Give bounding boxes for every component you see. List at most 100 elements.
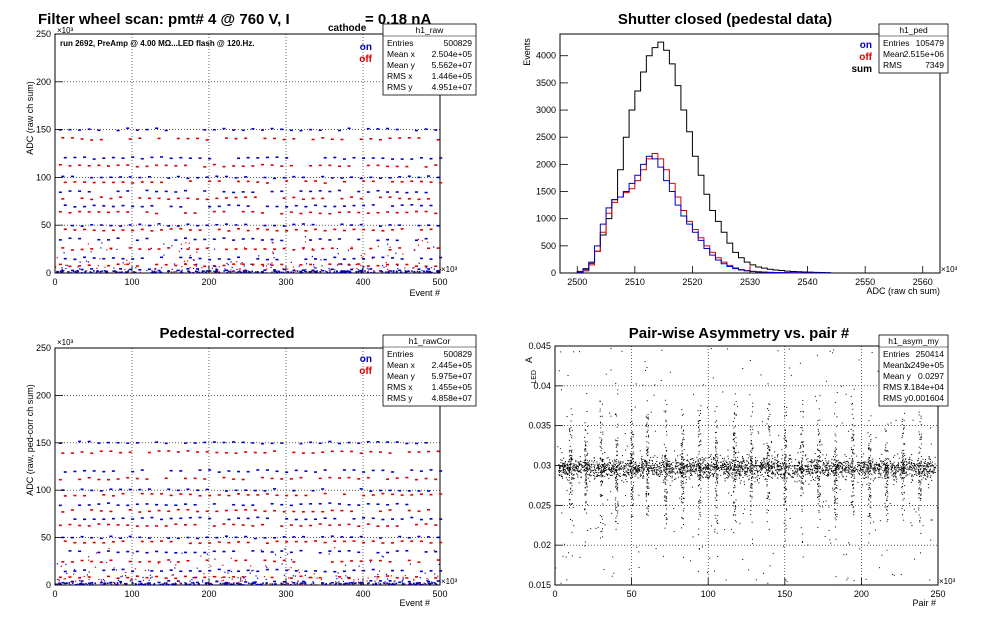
data-point	[257, 577, 259, 579]
y-tick-label: 200	[36, 77, 51, 87]
data-point	[285, 494, 289, 497]
data-point	[193, 504, 197, 506]
data-point	[749, 466, 751, 468]
data-point	[776, 459, 778, 461]
legend-entry-off: off	[859, 52, 872, 63]
data-point	[681, 456, 683, 458]
data-point	[388, 249, 392, 251]
data-point	[439, 256, 443, 259]
data-point	[857, 461, 859, 463]
data-point	[275, 205, 279, 208]
data-point	[574, 469, 576, 471]
data-point	[913, 464, 915, 466]
data-point	[371, 256, 375, 259]
data-point	[366, 476, 370, 479]
data-point	[569, 454, 571, 456]
data-point	[293, 268, 295, 271]
data-point	[78, 237, 82, 240]
data-point	[649, 467, 651, 469]
data-point	[618, 475, 620, 477]
data-point	[585, 448, 587, 450]
data-point	[241, 524, 245, 526]
data-point	[121, 271, 123, 273]
data-point	[750, 463, 752, 465]
data-point	[244, 223, 248, 226]
data-point	[812, 468, 814, 470]
data-point	[401, 580, 403, 582]
data-point	[219, 582, 222, 585]
data-point	[775, 470, 777, 472]
data-point	[921, 464, 923, 466]
data-point	[653, 473, 655, 475]
data-point	[626, 471, 628, 473]
data-point	[140, 257, 144, 259]
data-point	[186, 177, 190, 180]
data-point	[573, 465, 575, 467]
data-point	[566, 479, 568, 481]
data-point	[793, 472, 795, 474]
data-point	[111, 495, 115, 497]
data-point	[243, 265, 245, 267]
data-point	[366, 580, 368, 582]
data-point	[780, 474, 782, 476]
data-point	[309, 239, 313, 241]
data-point	[834, 468, 836, 470]
data-point	[299, 549, 303, 552]
data-point	[280, 165, 284, 167]
data-point	[337, 189, 341, 192]
data-point	[638, 465, 640, 467]
data-point	[88, 571, 90, 573]
data-point	[337, 572, 339, 574]
data-point	[690, 473, 692, 475]
data-point	[813, 464, 815, 466]
data-point	[674, 467, 676, 469]
data-point	[224, 581, 228, 584]
data-point	[635, 470, 637, 472]
data-point	[670, 476, 672, 478]
data-point	[212, 128, 216, 131]
data-point	[751, 470, 753, 472]
data-point	[876, 467, 878, 469]
data-point	[357, 442, 361, 445]
data-point	[402, 578, 404, 580]
data-point	[828, 469, 830, 471]
data-point	[298, 265, 300, 267]
data-point	[586, 468, 588, 470]
data-point	[56, 563, 59, 565]
data-point	[260, 271, 263, 273]
data-point	[670, 471, 672, 473]
data-point	[624, 471, 626, 473]
data-point	[760, 471, 762, 473]
data-point	[362, 157, 366, 159]
data-point	[123, 584, 126, 586]
data-point	[292, 489, 296, 492]
data-point	[113, 582, 116, 585]
data-point	[571, 463, 573, 465]
data-point	[874, 466, 876, 468]
data-point	[598, 464, 600, 466]
data-point	[814, 480, 816, 482]
data-point	[352, 540, 356, 542]
data-point	[256, 570, 260, 573]
data-point	[188, 493, 192, 496]
data-point	[289, 524, 293, 526]
data-point	[224, 490, 228, 492]
data-point	[261, 583, 263, 586]
data-point	[439, 541, 443, 544]
data-point	[385, 265, 387, 267]
data-point	[215, 223, 219, 226]
data-point	[237, 204, 241, 207]
data-point	[188, 229, 192, 231]
data-point	[310, 270, 313, 273]
data-point	[350, 176, 354, 178]
data-point	[635, 474, 637, 476]
data-point	[586, 529, 588, 531]
data-point	[102, 270, 104, 272]
data-point	[386, 582, 388, 584]
data-point	[234, 224, 238, 226]
data-point	[759, 465, 761, 467]
data-point	[571, 458, 573, 460]
data-point	[828, 460, 830, 462]
data-point	[858, 473, 860, 475]
data-point	[894, 479, 896, 481]
